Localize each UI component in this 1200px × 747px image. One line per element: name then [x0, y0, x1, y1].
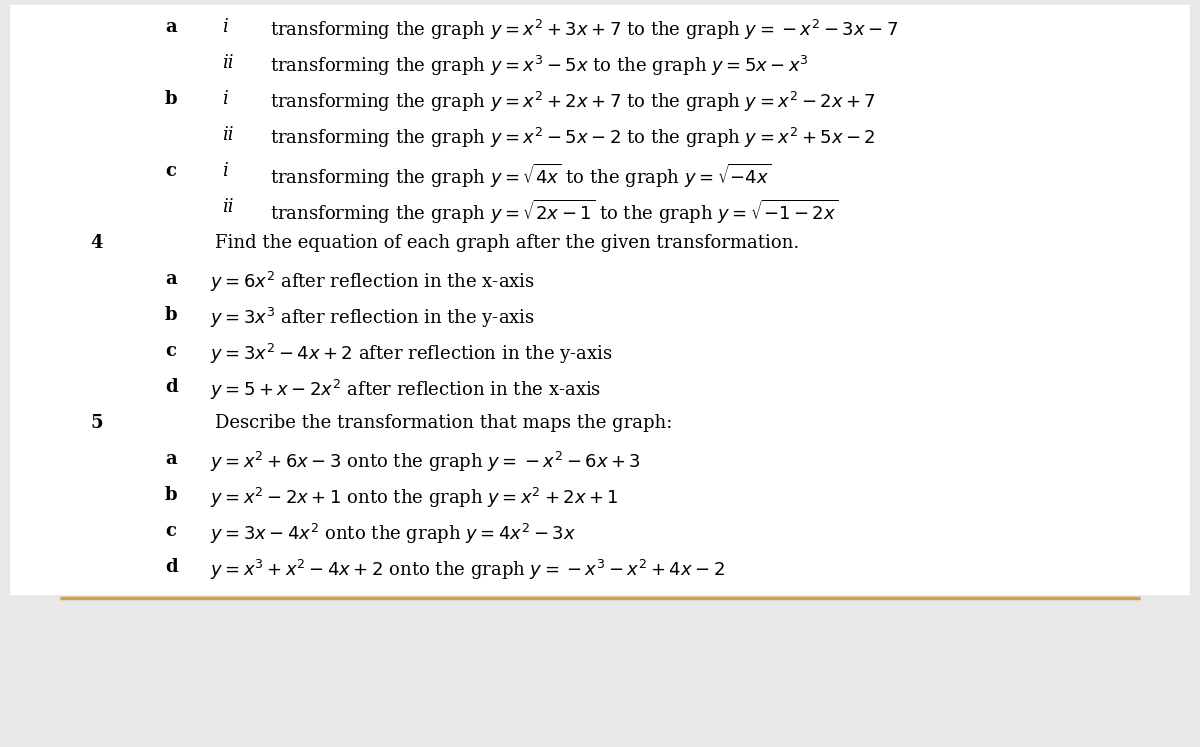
Text: $y = x^3 + x^2 - 4x + 2$ onto the graph $y = -x^3 - x^2 + 4x - 2$: $y = x^3 + x^2 - 4x + 2$ onto the graph … — [210, 558, 725, 582]
Text: a: a — [166, 450, 176, 468]
Bar — [10, 5, 1190, 595]
Text: i: i — [222, 162, 228, 180]
Text: a: a — [166, 18, 176, 36]
Text: $y = 3x - 4x^2$ onto the graph $y = 4x^2 - 3x$: $y = 3x - 4x^2$ onto the graph $y = 4x^2… — [210, 522, 576, 546]
Text: c: c — [166, 522, 176, 540]
Text: c: c — [166, 162, 176, 180]
Text: transforming the graph $y = x^2 + 2x + 7$ to the graph $y = x^2 - 2x + 7$: transforming the graph $y = x^2 + 2x + 7… — [270, 90, 876, 114]
Text: b: b — [166, 486, 178, 504]
Text: 4: 4 — [90, 234, 102, 252]
Text: i: i — [222, 18, 228, 36]
Text: b: b — [166, 90, 178, 108]
Text: $y = x^2 + 6x - 3$ onto the graph $y = -x^2 - 6x + 3$: $y = x^2 + 6x - 3$ onto the graph $y = -… — [210, 450, 641, 474]
Text: i: i — [222, 90, 228, 108]
Text: $y = 5 + x - 2x^2$ after reflection in the x-axis: $y = 5 + x - 2x^2$ after reflection in t… — [210, 378, 601, 402]
Text: $y = x^2 - 2x + 1$ onto the graph $y = x^2 + 2x + 1$: $y = x^2 - 2x + 1$ onto the graph $y = x… — [210, 486, 618, 510]
Text: transforming the graph $y = \sqrt{2x - 1}$ to the graph $y = \sqrt{-1 - 2x}$: transforming the graph $y = \sqrt{2x - 1… — [270, 198, 839, 226]
Text: ii: ii — [222, 126, 234, 144]
Text: Find the equation of each graph after the given transformation.: Find the equation of each graph after th… — [215, 234, 799, 252]
Text: transforming the graph $y = x^2 - 5x - 2$ to the graph $y = x^2 + 5x - 2$: transforming the graph $y = x^2 - 5x - 2… — [270, 126, 876, 150]
Text: $y = 3x^3$ after reflection in the y-axis: $y = 3x^3$ after reflection in the y-axi… — [210, 306, 535, 330]
Text: transforming the graph $y = x^2 + 3x + 7$ to the graph $y = -x^2 - 3x - 7$: transforming the graph $y = x^2 + 3x + 7… — [270, 18, 898, 42]
Text: 5: 5 — [90, 414, 103, 432]
Text: ii: ii — [222, 54, 234, 72]
Text: ii: ii — [222, 198, 234, 216]
Text: transforming the graph $y = x^3 - 5x$ to the graph $y = 5x - x^3$: transforming the graph $y = x^3 - 5x$ to… — [270, 54, 809, 78]
Text: b: b — [166, 306, 178, 324]
Text: d: d — [166, 378, 178, 396]
Text: transforming the graph $y = \sqrt{4x}$ to the graph $y = \sqrt{-4x}$: transforming the graph $y = \sqrt{4x}$ t… — [270, 162, 772, 190]
Text: Describe the transformation that maps the graph:: Describe the transformation that maps th… — [215, 414, 672, 432]
Text: a: a — [166, 270, 176, 288]
Text: d: d — [166, 558, 178, 576]
Text: $y = 3x^2 - 4x + 2$ after reflection in the y-axis: $y = 3x^2 - 4x + 2$ after reflection in … — [210, 342, 613, 366]
Text: $y = 6x^2$ after reflection in the x-axis: $y = 6x^2$ after reflection in the x-axi… — [210, 270, 535, 294]
Text: c: c — [166, 342, 176, 360]
